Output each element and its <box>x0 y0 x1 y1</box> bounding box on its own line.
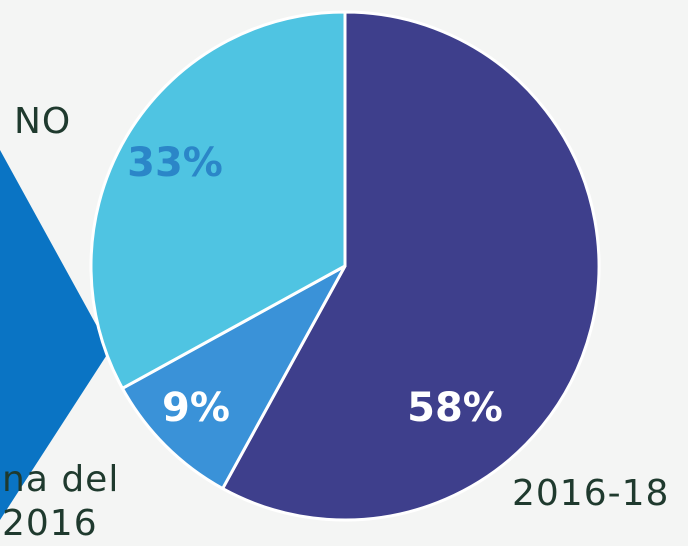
value-label: 9% <box>162 385 230 431</box>
pie-slice <box>89 10 347 390</box>
value-label: 33% <box>127 140 223 186</box>
pie-slice <box>221 10 601 522</box>
category-label: NO <box>14 101 72 142</box>
decor-triangle <box>0 150 110 520</box>
pie-slice <box>120 264 347 491</box>
category-label: na del 2016 <box>2 459 120 544</box>
category-label: 2016-18 <box>512 473 670 514</box>
value-label: 58% <box>407 385 503 431</box>
